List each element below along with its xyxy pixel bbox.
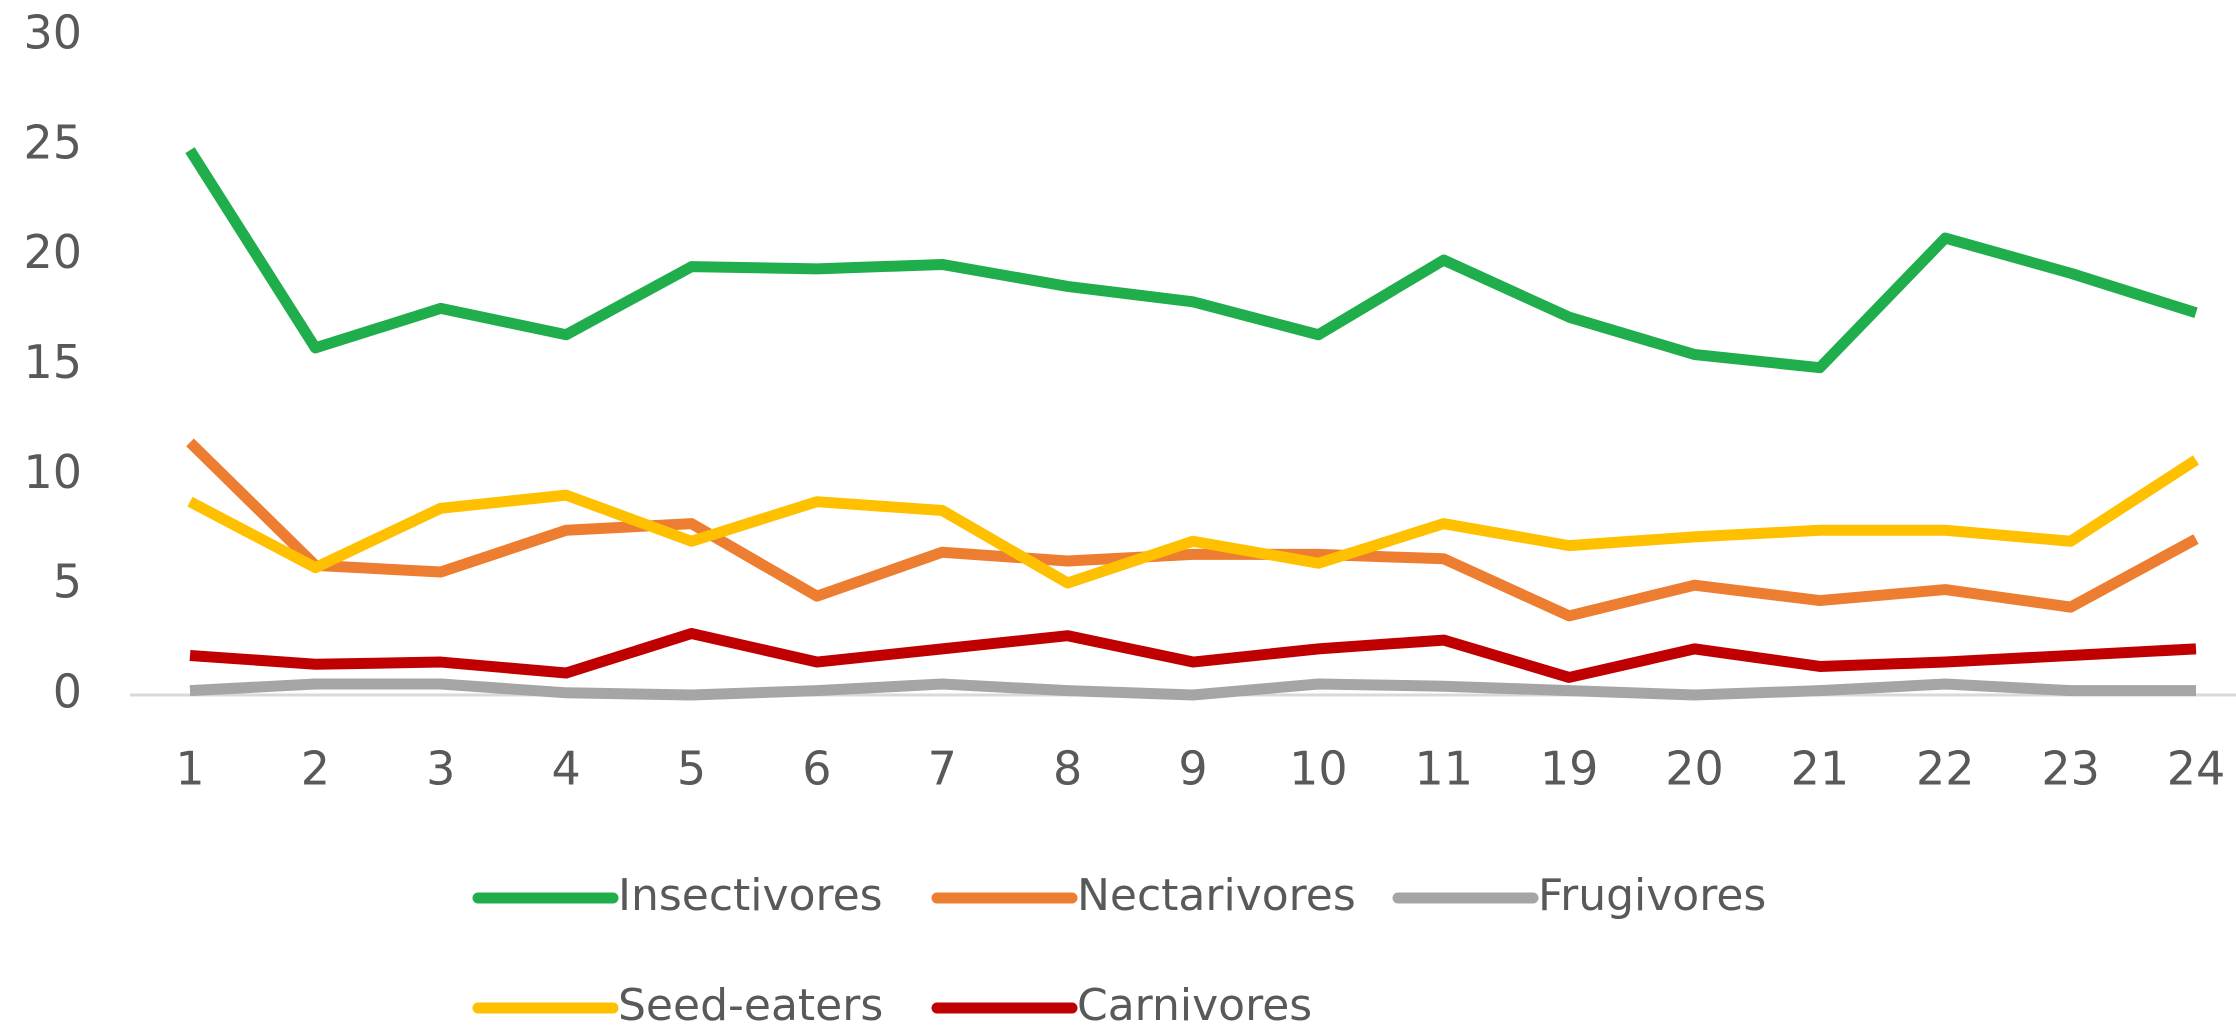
y-tick-label: 30 [23,6,82,60]
x-tick-label: 6 [802,742,831,796]
x-tick-label: 4 [551,742,580,796]
y-tick-label: 20 [23,225,82,279]
x-tick-label: 7 [928,742,957,796]
x-tick-label: 20 [1665,742,1724,796]
series-line [189,627,2197,683]
y-tick-label: 0 [53,665,82,719]
x-tick-label: 23 [2041,742,2100,796]
y-tick-label: 25 [23,115,82,169]
legend-label: Carnivores [1077,980,1312,1031]
series-line [189,678,2196,701]
x-tick-label: 21 [1791,742,1850,796]
x-tick-label: 19 [1540,742,1599,796]
x-tick-label: 24 [2167,742,2226,796]
legend-label: Nectarivores [1077,870,1356,921]
x-tick-label: 10 [1289,742,1348,796]
legend-label: Insectivores [618,870,883,921]
y-tick-label: 15 [23,335,82,389]
x-tick-label: 1 [175,742,204,796]
series-line [187,455,2199,589]
y-tick-label: 10 [23,445,82,499]
x-tick-label: 3 [426,742,455,796]
legend-label: Seed-eaters [618,980,883,1031]
y-tick-label: 5 [53,555,82,609]
x-tick-label: 8 [1053,742,1082,796]
x-tick-label: 2 [301,742,330,796]
legend-label: Frugivores [1538,870,1766,921]
series-line [185,147,2198,374]
x-tick-label: 11 [1414,742,1473,796]
x-tick-label: 9 [1178,742,1207,796]
series-line [186,438,2199,622]
x-tick-label: 22 [1916,742,1975,796]
x-tick-label: 5 [677,742,706,796]
